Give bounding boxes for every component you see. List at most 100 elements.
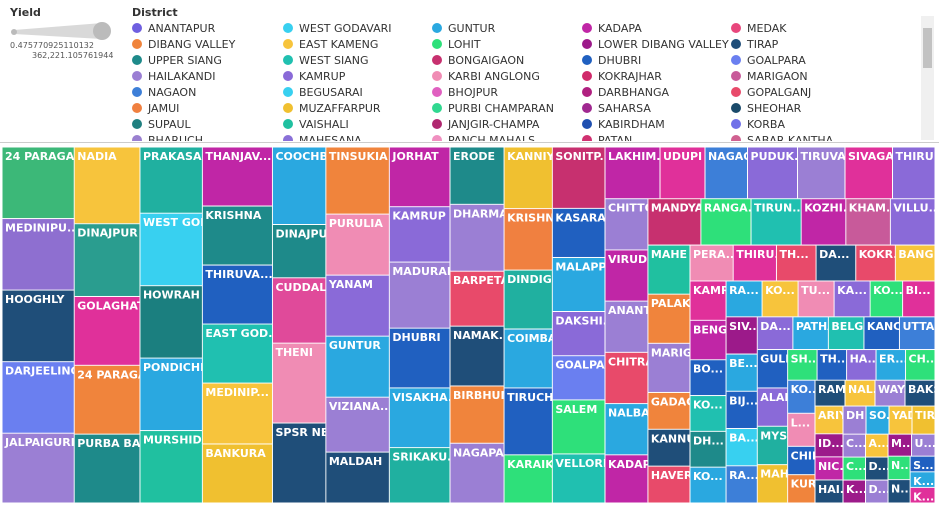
- tile[interactable]: THIRU...: [892, 147, 939, 199]
- tile[interactable]: TIRUCHI...: [504, 387, 570, 455]
- tile[interactable]: PALAK...: [647, 294, 703, 344]
- tile[interactable]: PURULIA: [325, 214, 390, 276]
- legend-item[interactable]: KOKRAJHAR: [582, 68, 731, 84]
- tile[interactable]: BANG...: [895, 245, 939, 281]
- legend-item[interactable]: GOALPARA: [731, 52, 881, 68]
- tile[interactable]: KO...: [870, 280, 903, 317]
- tile[interactable]: CUDDAL...: [272, 277, 338, 344]
- legend-item[interactable]: WEST GODAVARI: [283, 20, 432, 36]
- legend-item[interactable]: PURBI CHAMPARAN: [432, 100, 582, 116]
- legend-item[interactable]: PANCH MAHALS: [432, 132, 582, 141]
- tile[interactable]: BE...: [726, 354, 758, 392]
- tile[interactable]: CHITTO...: [605, 198, 666, 250]
- scroll-thumb[interactable]: [923, 28, 932, 68]
- tile[interactable]: RANGA...: [700, 198, 760, 246]
- legend-item[interactable]: BONGAIGAON: [432, 52, 582, 68]
- tile[interactable]: THIRUVA...: [202, 265, 273, 325]
- tile[interactable]: COOCHBE...: [272, 147, 348, 225]
- tile[interactable]: A...: [865, 434, 890, 458]
- legend-item[interactable]: MARIGAON: [731, 68, 881, 84]
- tile[interactable]: M...: [888, 434, 914, 457]
- tile[interactable]: BANKURA: [202, 443, 273, 503]
- tile[interactable]: HAVERI: [647, 466, 697, 503]
- tile[interactable]: CHIR...: [787, 446, 834, 475]
- legend-item[interactable]: MAHESANA: [283, 132, 432, 141]
- tile[interactable]: DINAJPU...: [272, 224, 340, 278]
- tile[interactable]: ID...: [814, 433, 844, 457]
- tile[interactable]: EAST GOD...: [202, 324, 280, 384]
- legend-item[interactable]: KAMRUP: [283, 68, 432, 84]
- legend-item[interactable]: MUZAFFARPUR: [283, 100, 432, 116]
- tile[interactable]: TH...: [817, 349, 849, 381]
- legend-item[interactable]: UPPER SIANG: [132, 52, 283, 68]
- tile[interactable]: KO...: [689, 395, 727, 432]
- tile[interactable]: TIRUN...: [751, 198, 805, 246]
- tile[interactable]: YAD...: [888, 406, 929, 435]
- legend-item[interactable]: WEST SIANG: [283, 52, 432, 68]
- tile[interactable]: DA...: [757, 316, 793, 350]
- tile[interactable]: VELLORE: [552, 453, 610, 503]
- tile[interactable]: KO...: [762, 280, 799, 317]
- legend-item[interactable]: ANANTAPUR: [132, 20, 283, 36]
- tile[interactable]: DHUBRI: [389, 328, 450, 388]
- tile[interactable]: SIVAGA...: [845, 147, 907, 199]
- tile[interactable]: GULBA...: [757, 349, 815, 388]
- tile[interactable]: SO...: [865, 406, 899, 435]
- tile[interactable]: TU...: [798, 280, 835, 317]
- tile[interactable]: BENG...: [689, 320, 740, 360]
- tile[interactable]: KADAPA: [605, 454, 659, 504]
- legend-item[interactable]: KORBA: [731, 116, 881, 132]
- legend-item[interactable]: DHUBRI: [582, 52, 731, 68]
- tile[interactable]: DH...: [689, 431, 727, 468]
- tile[interactable]: NALBARI: [605, 403, 662, 455]
- tile[interactable]: MADURAI: [389, 262, 451, 329]
- tile[interactable]: VISAKHA...: [389, 387, 460, 448]
- legend-item[interactable]: KABIRDHAM: [582, 116, 731, 132]
- tile[interactable]: KHAM...: [845, 198, 899, 246]
- tile[interactable]: GUNTUR: [325, 336, 390, 398]
- legend-item[interactable]: BHARUCH: [132, 132, 283, 141]
- tile[interactable]: HOOGHLY: [2, 290, 75, 362]
- tile[interactable]: BARPETA: [449, 271, 510, 327]
- tile[interactable]: TINSUKIA: [325, 147, 390, 215]
- tile[interactable]: UDUPI: [660, 147, 706, 199]
- tile[interactable]: GOLAGHAT: [74, 296, 145, 366]
- tile[interactable]: DH...: [842, 406, 877, 435]
- tile[interactable]: HAI...: [814, 479, 852, 504]
- tile[interactable]: THANJAV...: [202, 147, 273, 207]
- tile[interactable]: K...: [842, 480, 867, 503]
- legend-item[interactable]: GOPALGANJ: [731, 84, 881, 100]
- tile[interactable]: KRISHN...: [504, 208, 567, 271]
- legend-item[interactable]: MEDAK: [731, 20, 881, 36]
- tile[interactable]: ER...: [876, 349, 908, 381]
- tile[interactable]: SPSR NE...: [272, 423, 340, 503]
- legend-item[interactable]: VAISHALI: [283, 116, 432, 132]
- legend-item[interactable]: BHOJPUR: [432, 84, 582, 100]
- tile[interactable]: KANNIY...: [504, 147, 565, 209]
- tile[interactable]: CH...: [905, 349, 939, 381]
- legend-item[interactable]: LOHIT: [432, 36, 582, 52]
- tile[interactable]: COIMBA...: [504, 329, 569, 388]
- tile[interactable]: VIRUD...: [605, 249, 660, 302]
- tile[interactable]: ARIY...: [814, 406, 858, 434]
- tile[interactable]: KANNUR: [647, 429, 704, 467]
- tile[interactable]: GOALPA...: [552, 355, 617, 400]
- tile[interactable]: WEST GOD...: [139, 213, 222, 286]
- tile[interactable]: PRAKASAM: [139, 147, 212, 214]
- tile[interactable]: C...: [842, 457, 867, 481]
- tile[interactable]: SALEM: [552, 399, 606, 454]
- tile[interactable]: MANDYA: [647, 198, 704, 246]
- tile[interactable]: D...: [865, 457, 891, 481]
- color-legend-items[interactable]: ANANTAPUR WEST GODAVARI GUNTUR KADAPA MEDAK D…: [132, 20, 917, 141]
- tile[interactable]: WAY...: [874, 380, 916, 407]
- legend-item[interactable]: KADAPA: [582, 20, 731, 36]
- tile[interactable]: CHITRA...: [605, 352, 667, 404]
- tile[interactable]: MAHB...: [757, 464, 810, 504]
- tile[interactable]: MARIG...: [647, 343, 705, 393]
- tile[interactable]: BO...: [689, 359, 727, 396]
- legend-item[interactable]: EAST KAMENG: [283, 36, 432, 52]
- tile[interactable]: KAMRUP: [389, 206, 450, 263]
- scrollbar[interactable]: [921, 16, 934, 140]
- tile[interactable]: MALAPP...: [552, 257, 617, 312]
